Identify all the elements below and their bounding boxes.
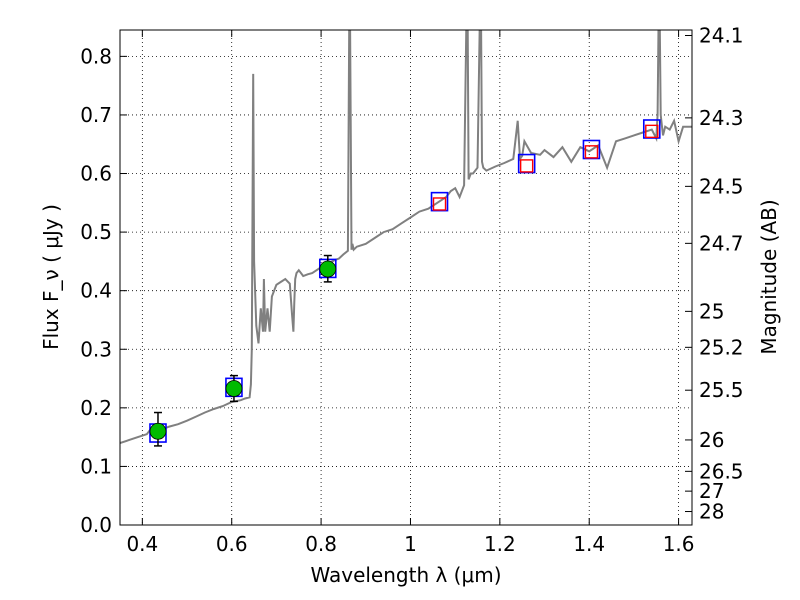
y-tick-label: 0.5: [80, 220, 112, 244]
right-y-tick-label: 24.7: [699, 231, 744, 255]
y-tick-label: 0.2: [80, 396, 112, 420]
x-tick-label: 1.6: [663, 532, 695, 556]
right-y-tick-label: 24.3: [699, 106, 744, 130]
spectrum-line: [120, 30, 692, 444]
right-y-tick-label: 26.5: [699, 459, 744, 483]
observed-point: [225, 380, 243, 397]
right-y-tick-label: 26: [699, 428, 724, 452]
y-tick-label: 0.7: [80, 103, 112, 127]
x-tick-label: 1.2: [484, 532, 516, 556]
x-tick-label: 0.4: [126, 532, 158, 556]
observed-point: [319, 260, 337, 278]
plot-area: [120, 30, 692, 447]
plot-frame: [119, 29, 693, 526]
y-axis-label: Flux F_ν ( μJy ): [39, 204, 63, 350]
right-y-tick-label: 25.5: [699, 378, 744, 402]
x-tick-label: 0.6: [216, 532, 248, 556]
observed-square-marker: [645, 124, 659, 139]
observed-square-marker: [584, 145, 599, 159]
y-tick-label: 0.8: [80, 44, 112, 68]
y-tick-label: 0.1: [80, 454, 112, 478]
right-y-tick-label: 28: [699, 500, 724, 524]
right-y-tick-label: 24.1: [699, 24, 744, 48]
observed-square-marker: [519, 159, 534, 173]
right-y-tick-label: 25: [699, 299, 724, 323]
x-tick-label: 1: [404, 532, 417, 556]
right-y-tick-label: 24.5: [699, 174, 744, 198]
y-tick-label: 0.6: [80, 162, 112, 186]
observed-point: [149, 422, 167, 440]
right-y-tick-label: 27: [699, 479, 724, 503]
observed-square-marker: [432, 197, 447, 211]
y-tick-label: 0.3: [80, 337, 112, 361]
axes: 0.4 0.6 0.8 1 1.2 1.4 1.6 0.0 0.1 0.2 0.3 0.4 0.5 0.6…: [80, 24, 743, 556]
x-axis-label: Wavelength λ (μm): [310, 563, 501, 587]
y-tick-label: 0.4: [80, 279, 112, 303]
y-axis-right-label: Magnitude (AB): [757, 199, 781, 354]
x-tick-label: 1.4: [573, 532, 605, 556]
y-tick-label: 0.0: [80, 513, 112, 537]
x-tick-label: 0.8: [305, 532, 337, 556]
right-y-tick-label: 25.2: [699, 335, 744, 359]
